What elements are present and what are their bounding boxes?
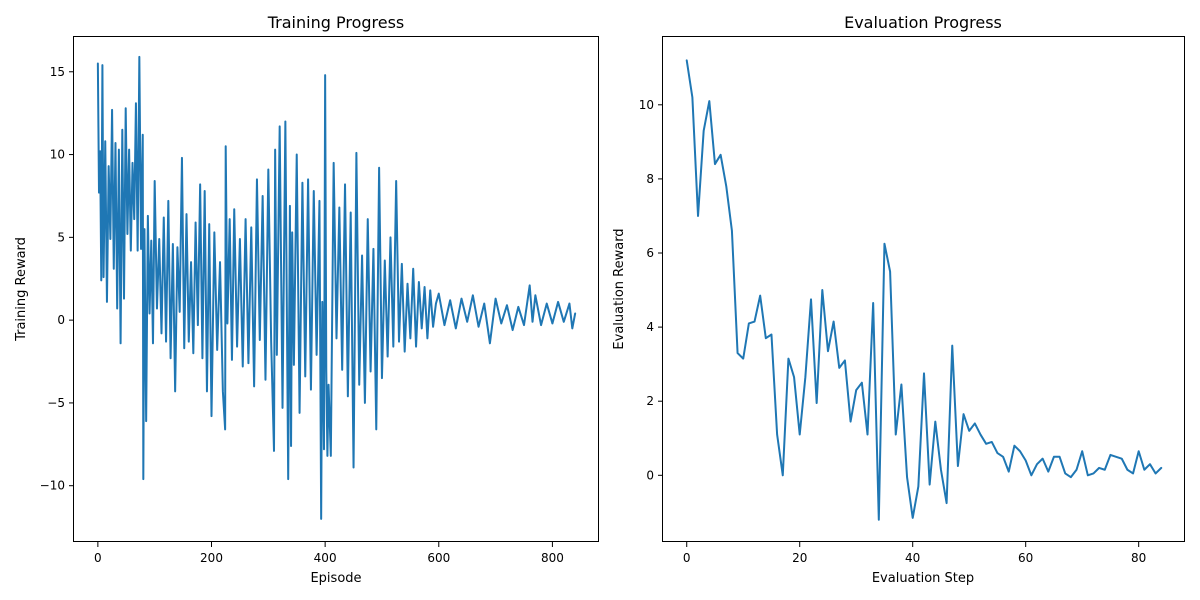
training-chart: Training Progress 0 200 400 600 800 −10 −5 0 5 10… [14,13,599,586]
training-chart-x-axis-label: Episode [310,571,361,586]
evaluation-chart-frame [662,36,1185,542]
training-chart-frame [73,36,599,542]
training-chart-y-axis-label: Training Reward [14,237,29,342]
evaluation-chart: Evaluation Progress 0 20 40 60 80 0 2 4 6 8 10 Eva… [612,13,1185,586]
evaluation-chart-y-axis-label: Evaluation Reward [612,228,627,349]
evaluation-chart-x-tick-label: 80 [1131,551,1146,565]
evaluation-chart-x-tick-label: 60 [1018,551,1033,565]
training-chart-y-tick-label: 10 [50,148,65,162]
evaluation-chart-series-line [685,59,1163,521]
evaluation-chart-title: Evaluation Progress [844,13,1002,32]
evaluation-chart-x-axis-label: Evaluation Step [872,571,974,586]
evaluation-chart-y-tick-label: 4 [646,320,654,334]
training-chart-y-tick-label: 0 [57,313,65,327]
training-chart-y-tick-label: −10 [40,479,65,493]
training-chart-x-tick-label: 600 [427,551,450,565]
evaluation-chart-y-tick-label: 0 [646,468,654,482]
evaluation-chart-x-tick-label: 20 [792,551,807,565]
training-chart-y-tick-label: 15 [50,65,65,79]
evaluation-chart-y-tick-label: 8 [646,172,654,186]
evaluation-chart-plot-area [685,59,1163,521]
training-chart-x-tick-label: 0 [94,551,102,565]
training-chart-y-tick-label: 5 [57,230,65,244]
evaluation-chart-y-tick-label: 2 [646,394,654,408]
evaluation-chart-y-tick-label: 10 [639,98,654,112]
evaluation-chart-ticks: 0 20 40 60 80 0 2 4 6 8 10 [639,98,1147,565]
evaluation-chart-x-tick-label: 0 [683,551,691,565]
evaluation-chart-y-tick-label: 6 [646,246,654,260]
training-chart-series-line [96,55,577,520]
training-chart-x-tick-label: 800 [541,551,564,565]
training-chart-title: Training Progress [267,13,405,32]
training-chart-plot-area [96,55,577,520]
training-chart-y-tick-label: −5 [47,396,65,410]
training-chart-x-tick-label: 400 [314,551,337,565]
training-chart-x-tick-label: 200 [200,551,223,565]
evaluation-chart-x-tick-label: 40 [905,551,920,565]
